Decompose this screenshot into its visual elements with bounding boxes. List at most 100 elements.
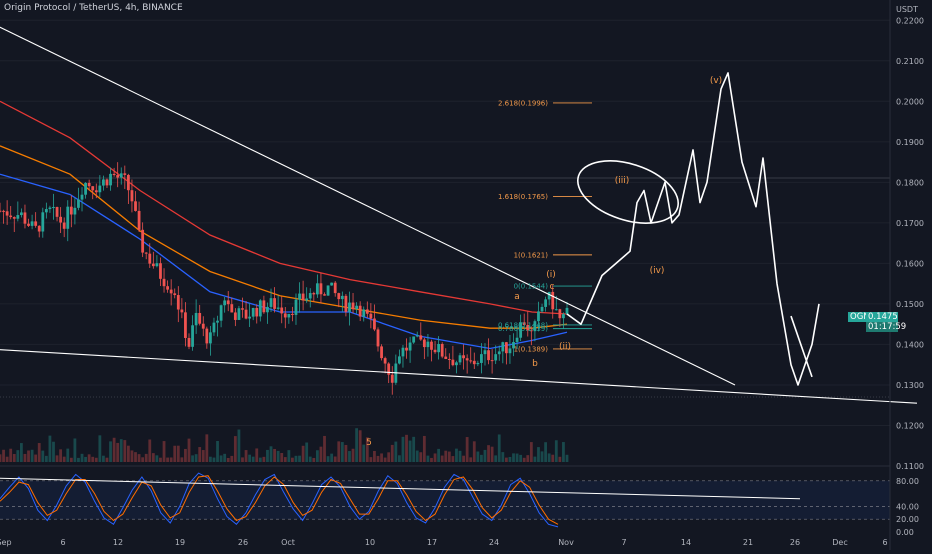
stoch-D-line	[0, 475, 559, 525]
volume-bar	[116, 442, 120, 462]
wave-label: c	[550, 282, 555, 292]
candle-body	[519, 322, 523, 338]
volume-bar	[273, 448, 276, 462]
candle-body	[205, 328, 209, 344]
volume-bar	[373, 450, 376, 462]
volume-bar	[437, 448, 441, 462]
volume-bar	[337, 441, 341, 462]
candle-body	[30, 221, 34, 226]
x-tick-label: 26	[790, 538, 800, 547]
volume-bar	[412, 436, 416, 462]
wave-label: (i)	[546, 270, 556, 280]
volume-bar	[291, 457, 294, 462]
volume-bar	[426, 455, 430, 462]
ema-line-blue	[0, 173, 568, 350]
candle-body	[52, 207, 55, 209]
volume-bar	[241, 457, 244, 462]
volume-bar	[66, 448, 70, 462]
candle-body	[112, 173, 116, 176]
candle-body	[515, 337, 519, 343]
candle-body	[458, 355, 462, 363]
candle-body	[94, 190, 98, 193]
volume-bar	[483, 449, 487, 462]
candle-body	[159, 263, 162, 279]
y-tick-label: 0.2200	[896, 16, 924, 25]
x-tick-label: 21	[743, 538, 753, 547]
candle-body	[184, 312, 187, 338]
volume-bar	[258, 457, 262, 462]
volume-bar	[12, 454, 16, 462]
candle-body	[430, 341, 433, 350]
volume-bar	[415, 450, 419, 462]
volume-bar	[23, 453, 27, 462]
volume-bar	[501, 452, 505, 462]
y-tick-label: 0.1200	[896, 421, 924, 430]
candle-body	[408, 342, 412, 351]
candle-body	[230, 304, 234, 313]
candle-body	[376, 329, 380, 347]
candle-body	[455, 362, 458, 366]
volume-bar	[77, 457, 80, 462]
volume-bar	[98, 435, 102, 462]
candle-body	[180, 309, 184, 313]
candle-body	[533, 321, 537, 332]
y-tick-label: 0.2000	[896, 97, 924, 106]
volume-bar	[109, 441, 112, 462]
y-tick-label: 0.2100	[896, 57, 924, 66]
stoch-y-tick: 0.00	[896, 528, 914, 537]
volume-bar	[94, 457, 98, 462]
candle-body	[319, 283, 323, 295]
x-tick-label: Oct	[281, 538, 295, 547]
candle-body	[308, 293, 312, 299]
fib-label: 0.618(0.1448)	[498, 321, 548, 329]
x-tick-label: 14	[681, 538, 691, 547]
candle-body	[312, 293, 316, 295]
volume-bar	[62, 456, 66, 462]
candle-body	[437, 343, 441, 353]
volume-bar	[294, 455, 298, 462]
volume-bar	[408, 440, 412, 462]
chart-title: Origin Protocol / TetherUS, 4h, BINANCE	[4, 3, 183, 13]
candle-body	[2, 210, 5, 212]
volume-bar	[319, 446, 323, 462]
y-tick-label: 0.1800	[896, 178, 924, 187]
y-tick-label: 0.1900	[896, 138, 924, 147]
fib-levels: 2.618(0.1996) 1.618(0.1765) 1(0.1621) 0(0.1…	[498, 99, 592, 353]
candle-body	[508, 348, 512, 354]
fib-label: 0(0.1544)	[514, 283, 549, 291]
volume-bar	[487, 445, 490, 462]
volume-bar	[526, 455, 530, 462]
candle-body	[405, 347, 408, 351]
volume-bar	[262, 456, 266, 462]
volume-bar	[166, 457, 170, 462]
wave-label: 5	[366, 438, 372, 448]
volume-bar	[151, 453, 155, 462]
volume-bar	[547, 453, 551, 462]
candle-body	[130, 190, 134, 202]
volume-bar	[529, 442, 533, 462]
down-arrow	[790, 315, 813, 378]
current-price-tag[interactable]: 0.1475	[866, 312, 898, 322]
candle-body	[490, 360, 494, 362]
volume-bar	[201, 450, 205, 462]
volume-bar	[455, 448, 458, 462]
candle-body	[258, 300, 262, 317]
candle-body	[84, 182, 87, 195]
volume-bar	[519, 454, 523, 462]
volume-bar	[251, 456, 255, 462]
candle-body	[294, 299, 298, 315]
candle-body	[298, 293, 301, 300]
candle-body	[80, 194, 84, 200]
candle-body	[280, 307, 284, 314]
volume-bar	[141, 457, 145, 462]
volume-bar	[176, 445, 180, 462]
candle-body	[176, 295, 180, 310]
grid	[0, 19, 890, 467]
candle-body	[501, 342, 505, 352]
fib-label: 1.618(0.1765)	[498, 193, 548, 201]
volume-bar	[130, 450, 134, 462]
candle-body	[44, 209, 48, 213]
volume-bar	[248, 454, 252, 462]
candle-body	[529, 330, 533, 332]
